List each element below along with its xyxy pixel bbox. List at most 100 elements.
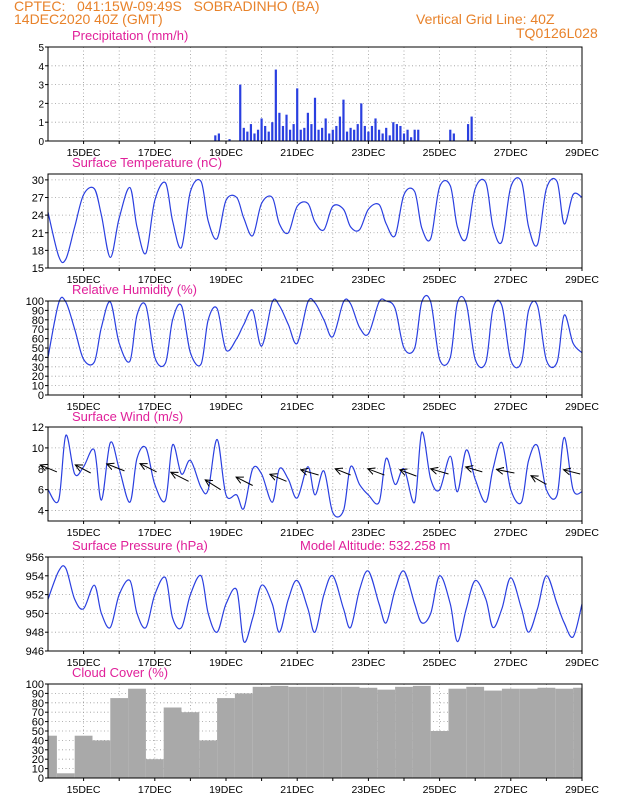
x-tick-label: 29DEC (565, 657, 599, 669)
precip-bar (306, 112, 309, 141)
cloud-bar (48, 735, 57, 778)
y-tick-label: 1 (38, 118, 44, 129)
cloud-bar (92, 740, 111, 778)
wind-vector (270, 474, 287, 482)
cloud-bar (484, 690, 502, 778)
plot-frame (47, 173, 583, 269)
y-tick-label: 952 (26, 590, 44, 602)
cloud-bar (74, 735, 93, 778)
x-tick-label: 15DEC (67, 401, 101, 413)
precip-bar (410, 137, 413, 141)
cloud-bar (181, 712, 200, 778)
x-tick-label: 17DEC (138, 784, 172, 796)
x-tick-label: 29DEC (565, 784, 599, 796)
y-tick-label: 0 (38, 773, 44, 785)
y-tick-label: 100 (26, 679, 44, 691)
precip-bar (342, 99, 345, 141)
cloud-bar (377, 689, 396, 778)
y-tick-label: 948 (26, 627, 44, 639)
y-tick-label: 20 (32, 371, 44, 383)
x-tick-label: 19DEC (209, 657, 243, 669)
x-tick-label: 25DEC (423, 401, 457, 413)
y-tick-label: 100 (26, 296, 44, 308)
cloud-bar (341, 686, 360, 778)
y-tick-label: 70 (32, 707, 44, 719)
y-tick-label: 15 (32, 263, 44, 275)
cloud-bar (573, 687, 582, 778)
precip-bar (288, 129, 292, 141)
precip-bar (374, 118, 377, 141)
model-altitude: Model Altitude: 532.258 m (300, 538, 450, 553)
x-tick-label: 27DEC (494, 147, 528, 159)
panel-title: Surface Pressure (hPa) (72, 538, 208, 553)
x-tick-label: 25DEC (423, 784, 457, 796)
y-tick-label: 8 (38, 464, 44, 476)
y-tick-label: 80 (32, 698, 44, 710)
y-tick-label: 30 (32, 175, 44, 187)
plot-frame (47, 556, 583, 652)
x-tick-label: 21DEC (280, 527, 314, 539)
header-grid-line: Vertical Grid Line: 40Z (416, 11, 555, 27)
cloud-bar (252, 686, 271, 778)
precip-bar (281, 125, 285, 141)
precip-bar (377, 129, 381, 141)
cloud-bar (234, 693, 253, 778)
precip-bar (356, 124, 359, 141)
wind-vector (466, 467, 483, 472)
x-tick-label: 25DEC (423, 274, 457, 286)
y-tick-label: 4 (38, 62, 44, 73)
cloud-bar (306, 686, 324, 778)
precip-bar (413, 129, 416, 141)
precip-bar (246, 131, 249, 141)
wind-vector (40, 465, 58, 473)
precip-bar (321, 127, 324, 141)
x-tick-label: 29DEC (565, 274, 599, 286)
precip-bar (264, 125, 267, 141)
panel-title: Surface Wind (m/s) (72, 409, 183, 424)
cloud-bar (163, 707, 182, 778)
precip-bar (299, 129, 302, 141)
cloud-bar (56, 773, 75, 778)
precip-bar (452, 133, 455, 141)
precip-bar (324, 118, 327, 141)
y-tick-label: 50 (32, 343, 44, 355)
plot-frame (47, 46, 583, 142)
cloud-bar (128, 688, 146, 778)
y-tick-label: 12 (32, 422, 44, 434)
precip-bar (253, 133, 256, 141)
series-line (47, 431, 583, 518)
y-tick-label: 30 (32, 362, 44, 374)
x-tick-label: 21DEC (280, 147, 314, 159)
precip-bar (402, 133, 406, 141)
panel-5: 946 948 950 952 954 956 15DEC 17DEC 19DEC 21DEC 23… (26, 538, 600, 669)
x-tick-label: 17DEC (138, 401, 172, 413)
precip-bar (271, 122, 274, 141)
x-tick-label: 23DEC (351, 527, 385, 539)
cloud-bar (412, 685, 431, 778)
x-tick-label: 23DEC (351, 274, 385, 286)
cloud-bar (110, 698, 129, 778)
y-tick-label: 90 (32, 305, 44, 317)
x-tick-label: 21DEC (280, 401, 314, 413)
x-tick-label: 19DEC (209, 147, 243, 159)
x-tick-label: 29DEC (565, 401, 599, 413)
wind-vector (564, 470, 581, 474)
y-tick-label: 70 (32, 324, 44, 336)
x-tick-label: 19DEC (209, 784, 243, 796)
y-tick-label: 10 (32, 443, 44, 455)
precip-bar (417, 129, 420, 141)
precip-bar (335, 125, 338, 141)
x-tick-label: 27DEC (494, 274, 528, 286)
y-tick-label: 27 (32, 193, 44, 205)
x-tick-label: 15DEC (67, 274, 101, 286)
precip-bar (242, 127, 245, 141)
series-line (47, 294, 583, 369)
cloud-bar (555, 688, 574, 778)
precip-bar (367, 131, 370, 141)
y-tick-label: 50 (32, 726, 44, 738)
panel-title: Precipitation (mm/h) (72, 28, 188, 43)
x-tick-label: 17DEC (138, 274, 172, 286)
x-tick-label: 25DEC (423, 147, 457, 159)
